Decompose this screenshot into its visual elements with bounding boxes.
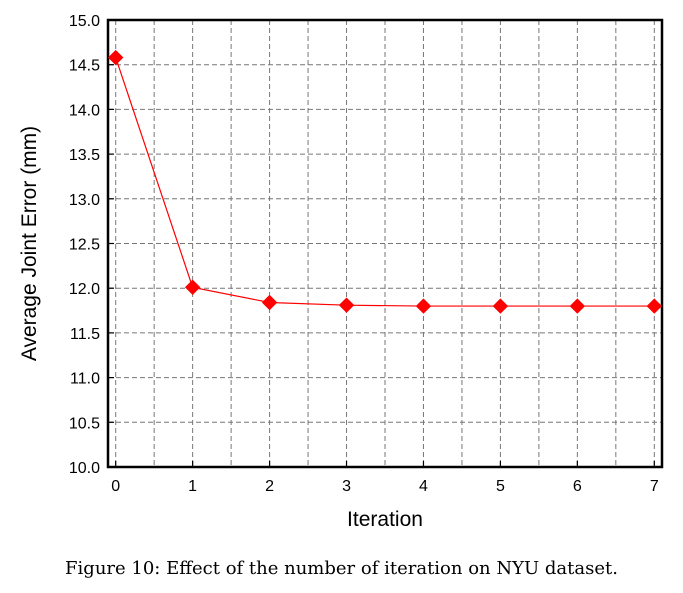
x-tick-label: 6 xyxy=(573,478,582,495)
x-tick-label: 1 xyxy=(188,478,197,495)
x-tick-label: 2 xyxy=(265,478,274,495)
x-tick-label: 3 xyxy=(342,478,351,495)
y-tick-label: 14.0 xyxy=(69,102,100,119)
y-tick-label: 12.0 xyxy=(69,281,100,298)
x-tick-label: 0 xyxy=(111,478,120,495)
figure-caption: Figure 10: Effect of the number of itera… xyxy=(65,558,618,579)
x-axis-title: Iteration xyxy=(347,508,423,531)
series-line xyxy=(115,57,655,307)
data-point-marker xyxy=(107,49,124,66)
y-tick-label: 13.5 xyxy=(69,147,100,164)
data-point-marker xyxy=(415,298,432,314)
y-tick-label: 10.5 xyxy=(69,415,100,432)
y-tick-label: 12.5 xyxy=(69,237,100,254)
data-point-marker xyxy=(492,298,509,314)
x-tick-label: 4 xyxy=(419,478,428,495)
y-axis-title: Average Joint Error (mm) xyxy=(18,126,41,361)
x-tick-label: 7 xyxy=(650,478,659,495)
x-tick-label: 5 xyxy=(496,478,505,495)
data-point-marker xyxy=(261,294,278,311)
y-tick-label: 14.5 xyxy=(69,58,100,75)
y-tick-label: 11.0 xyxy=(70,371,100,388)
y-tick-label: 10.0 xyxy=(69,460,100,477)
data-point-marker xyxy=(569,298,586,314)
line-chart: 0 1 2 3 4 5 6 7 10.0 10.5 11.0 11.5 12.0 12.5 13.0 13.5… xyxy=(18,13,664,531)
y-tick-label: 15.0 xyxy=(69,13,100,30)
data-point-marker xyxy=(184,279,201,296)
data-point-marker xyxy=(338,297,355,313)
y-tick-label: 13.0 xyxy=(69,192,100,209)
y-tick-label: 11.5 xyxy=(70,326,100,343)
data-point-marker xyxy=(646,298,663,314)
